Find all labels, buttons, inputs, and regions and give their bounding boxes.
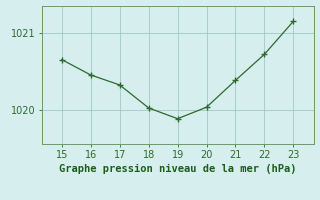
- X-axis label: Graphe pression niveau de la mer (hPa): Graphe pression niveau de la mer (hPa): [59, 164, 296, 174]
